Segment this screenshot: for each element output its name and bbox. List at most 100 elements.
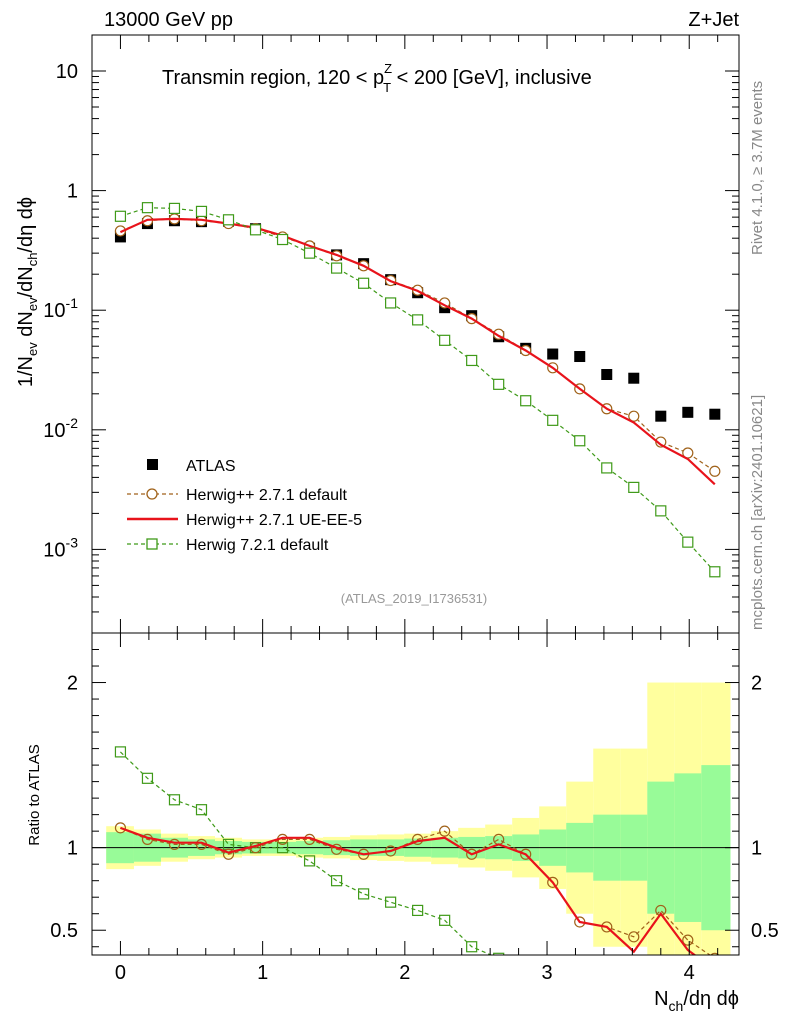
x-tick-label: 4 xyxy=(684,962,695,984)
ratio-point-herwig_pp_default xyxy=(114,822,127,834)
main-y-tick-label: 10-2 xyxy=(43,415,78,442)
main-point-herwig7_default xyxy=(655,505,667,517)
main-point-herwig7_default xyxy=(385,297,397,309)
main-point-herwig7_default xyxy=(709,566,721,578)
main-point-herwig7_default xyxy=(439,334,451,346)
ratio-point-herwig_pp_default xyxy=(520,848,532,860)
main-point-herwig7_default xyxy=(276,233,289,246)
main-point-atlas xyxy=(682,406,694,418)
main-point-herwig7_default xyxy=(141,202,154,214)
ratio-point-herwig7_default xyxy=(114,746,127,758)
x-tick-label: 3 xyxy=(541,962,552,984)
ratio-point-herwig7_default xyxy=(385,896,397,908)
main-point-atlas xyxy=(601,369,613,381)
main-point-herwig7_default xyxy=(628,481,640,493)
ratio-point-herwig_pp_default xyxy=(439,825,451,837)
main-point-herwig7_default xyxy=(682,536,694,548)
main-point-herwig7_default xyxy=(412,314,424,326)
ratio-point-herwig7_default xyxy=(195,804,208,816)
header-right: Z+Jet xyxy=(688,9,739,31)
ratio-point-herwig7_default xyxy=(521,958,531,968)
ratio-point-herwig7_default xyxy=(412,904,424,917)
ratio-series-line-herwig_pp_ueee5 xyxy=(120,826,697,955)
ratio-point-herwig7_default xyxy=(439,914,451,926)
legend-h7-default-label: Herwig 7.2.1 default xyxy=(186,537,329,554)
x-tick-label: 1 xyxy=(257,962,268,984)
x-tick-label: 2 xyxy=(399,962,410,984)
main-point-herwig7_default xyxy=(601,462,613,474)
main-series-line-herwig_pp_default xyxy=(120,218,716,472)
ratio-series-line-herwig_pp_default xyxy=(120,827,711,955)
ratio-point-herwig_pp_default xyxy=(222,848,235,860)
ratio-point-herwig7_default xyxy=(357,888,370,900)
legend-h7-default-marker xyxy=(146,538,158,550)
legend-hpp-ueee5-label: Herwig++ 2.7.1 UE-EE-5 xyxy=(186,512,362,529)
main-point-herwig7_default xyxy=(249,224,262,236)
ratio-panel: 0.5 0.5 1 1 2 2 0 1 2 3 4 Ratio to ATLAS Nch/dη dϕ xyxy=(26,632,779,1014)
main-y-tick-label: 1 xyxy=(67,181,78,203)
ratio-point-herwig7_default xyxy=(629,988,639,998)
main-point-herwig7_default xyxy=(547,414,559,426)
ratio-y-tick-label-right: 0.5 xyxy=(751,920,779,942)
legend-atlas-label: ATLAS xyxy=(186,458,236,475)
legend-atlas-marker xyxy=(147,459,158,470)
main-point-herwig7_default xyxy=(303,247,316,259)
ratio-y-tick-label-right: 2 xyxy=(751,673,762,695)
ratio-ticks: 0.5 0.5 1 1 2 2 0 1 2 3 4 xyxy=(50,632,779,984)
main-point-herwig_pp_default xyxy=(628,410,640,422)
ratio-bands xyxy=(92,682,739,955)
ratio-point-herwig_pp_default xyxy=(628,931,640,943)
ratio-frame xyxy=(91,632,740,956)
ratio-point-herwig7_default xyxy=(303,855,316,867)
main-ticks: 10-3 10-2 10-1 1 10 xyxy=(43,34,739,634)
ratio-point-herwig_pp_default xyxy=(547,876,559,888)
main-point-atlas xyxy=(574,351,586,363)
ratio-y-tick-label: 0.5 xyxy=(50,920,78,942)
ratio-point-herwig7_default xyxy=(330,875,343,887)
main-point-atlas xyxy=(114,231,126,243)
main-point-herwig7_default xyxy=(357,277,370,289)
main-point-herwig_pp_default xyxy=(709,465,721,477)
main-title: Transmin region, 120 < pZ T < 200 [GeV], … xyxy=(162,61,592,95)
main-point-atlas xyxy=(547,348,559,360)
legend: ATLAS Herwig++ 2.7.1 default Herwig++ 2.… xyxy=(127,458,362,554)
ratio-point-herwig7_default xyxy=(141,772,154,784)
main-point-atlas xyxy=(655,410,667,422)
main-point-herwig7_default xyxy=(493,378,505,390)
mcplots-label: mcplots.cern.ch [arXiv:2401.10621] xyxy=(749,395,766,630)
main-y-label: 1/Nev dNev/dNch/dη dϕ xyxy=(15,197,40,387)
x-tick-label: 0 xyxy=(115,962,126,984)
ratio-y-tick-label: 1 xyxy=(67,838,78,860)
x-axis-label: Nch/dη dϕ xyxy=(654,988,739,1014)
main-y-tick-label: 10-3 xyxy=(43,534,78,561)
main-series xyxy=(114,202,721,578)
main-point-herwig7_default xyxy=(466,354,478,367)
main-point-atlas xyxy=(709,408,721,420)
ratio-y-tick-label-right: 1 xyxy=(751,838,762,860)
ratio-y-tick-label: 2 xyxy=(67,673,78,695)
main-point-herwig7_default xyxy=(195,205,208,218)
ratio-point-herwig_pp_default xyxy=(168,838,181,850)
main-y-tick-label: 10-1 xyxy=(43,295,78,322)
ratio-y-label: Ratio to ATLAS xyxy=(26,744,43,845)
header-left: 13000 GeV pp xyxy=(104,9,233,31)
ratio-point-herwig7_default xyxy=(168,794,181,806)
main-series-line-herwig_pp_ueee5 xyxy=(119,217,716,486)
main-point-herwig7_default xyxy=(168,202,181,214)
legend-hpp-default-label: Herwig++ 2.7.1 default xyxy=(186,487,348,504)
main-y-tick-label: 10 xyxy=(56,61,78,83)
main-panel: 10-3 10-2 10-1 1 10 Transmin region, 120 < p… xyxy=(15,34,740,634)
ratio-point-herwig7_default xyxy=(602,983,612,993)
ratio-point-herwig7_default xyxy=(466,941,478,953)
ratio-series xyxy=(114,746,720,998)
main-point-herwig7_default xyxy=(520,395,532,407)
ratio-point-herwig_pp_default xyxy=(466,848,478,860)
main-point-herwig7_default xyxy=(330,262,343,274)
rivet-label: Rivet 4.1.0, ≥ 3.7M events xyxy=(749,81,766,255)
main-point-atlas xyxy=(628,372,640,384)
ratio-point-herwig_pp_default xyxy=(682,934,694,946)
main-point-herwig7_default xyxy=(114,210,127,222)
ratio-point-herwig7_default xyxy=(575,975,585,985)
ratio-point-herwig7_default xyxy=(276,842,289,854)
